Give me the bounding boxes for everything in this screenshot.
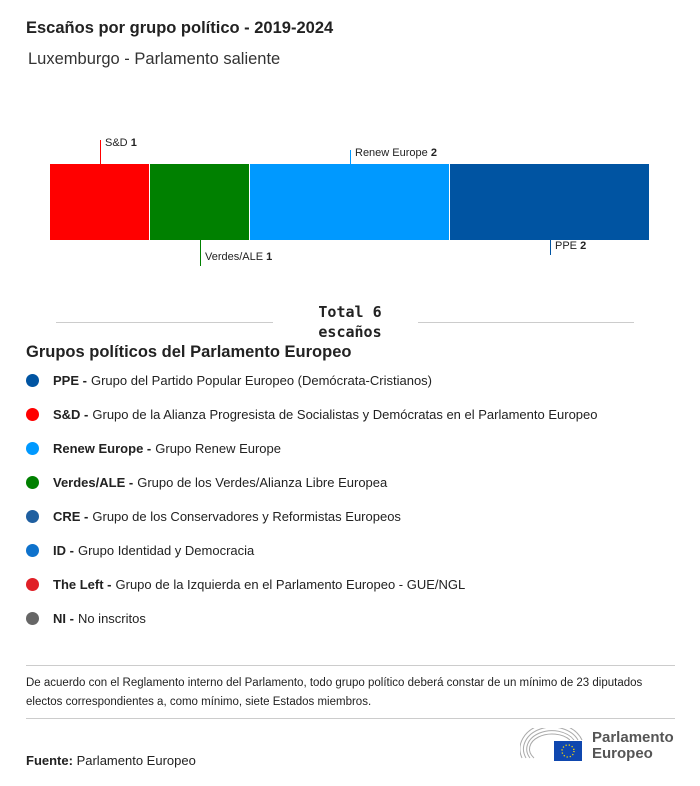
data-label: Renew Europe 2 [355,147,437,159]
label-leader-line [200,240,201,266]
hemicycle-flag-icon [520,728,583,761]
legend-item: Renew Europe - Grupo Renew Europe [26,441,281,456]
bar-segment-verdes-ale [150,164,250,240]
divider [56,322,273,323]
chart-title: Escaños por grupo político - 2019-2024 [26,19,334,37]
bar-segment-renew-europe [250,164,450,240]
label-leader-line [350,150,351,164]
legend-item: The Left - Grupo de la Izquierda en el Pa… [26,577,465,592]
parliament-logo: Parlamento Europeo [520,728,674,764]
footnote: De acuerdo con el Reglamento interno del… [26,677,643,708]
legend-dot-icon [26,510,39,523]
data-label: Verdes/ALE 1 [205,251,273,263]
label-leader-line [100,140,101,164]
legend-dot-icon [26,578,39,591]
chart-subtitle: Luxemburgo - Parlamento saliente [28,50,281,68]
legend-item: NI - No inscritos [26,611,146,626]
legend-item: PPE - Grupo del Partido Popular Europeo (… [26,373,432,388]
divider [26,718,675,719]
legend-dot-icon [26,408,39,421]
total-seats: Total 6 escaños [318,303,382,341]
data-label: PPE 2 [555,240,587,252]
divider [418,322,634,323]
divider [26,665,675,666]
legend-dot-icon [26,476,39,489]
stacked-bar-chart: S&D 1 Verdes/ALE 1 Renew Europe 2 PPE 2 [0,130,700,280]
legend-title: Grupos políticos del Parlamento Europeo [26,343,352,361]
legend-item: CRE - Grupo de los Conservadores y Reform… [26,509,401,524]
legend-item: ID - Grupo Identidad y Democracia [26,543,254,558]
bar-segment-ppe [450,164,650,240]
legend-dot-icon [26,374,39,387]
data-label: S&D 1 [105,137,137,149]
legend-dot-icon [26,442,39,455]
label-leader-line [550,240,551,255]
legend-dot-icon [26,544,39,557]
legend-dot-icon [26,612,39,625]
legend-item: Verdes/ALE - Grupo de los Verdes/Alianza … [26,475,387,490]
legend-item: S&D - Grupo de la Alianza Progresista de … [26,407,598,422]
source: Fuente: Parlamento Europeo [26,753,196,768]
bar-segment-s-d [50,164,150,240]
